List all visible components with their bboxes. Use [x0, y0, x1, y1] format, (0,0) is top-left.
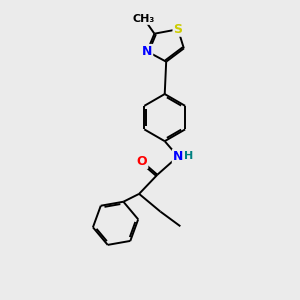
Text: H: H	[184, 151, 193, 161]
Text: S: S	[173, 23, 182, 36]
Text: CH₃: CH₃	[133, 14, 155, 24]
Text: O: O	[137, 155, 147, 168]
Text: N: N	[142, 45, 152, 58]
Text: N: N	[173, 150, 183, 163]
